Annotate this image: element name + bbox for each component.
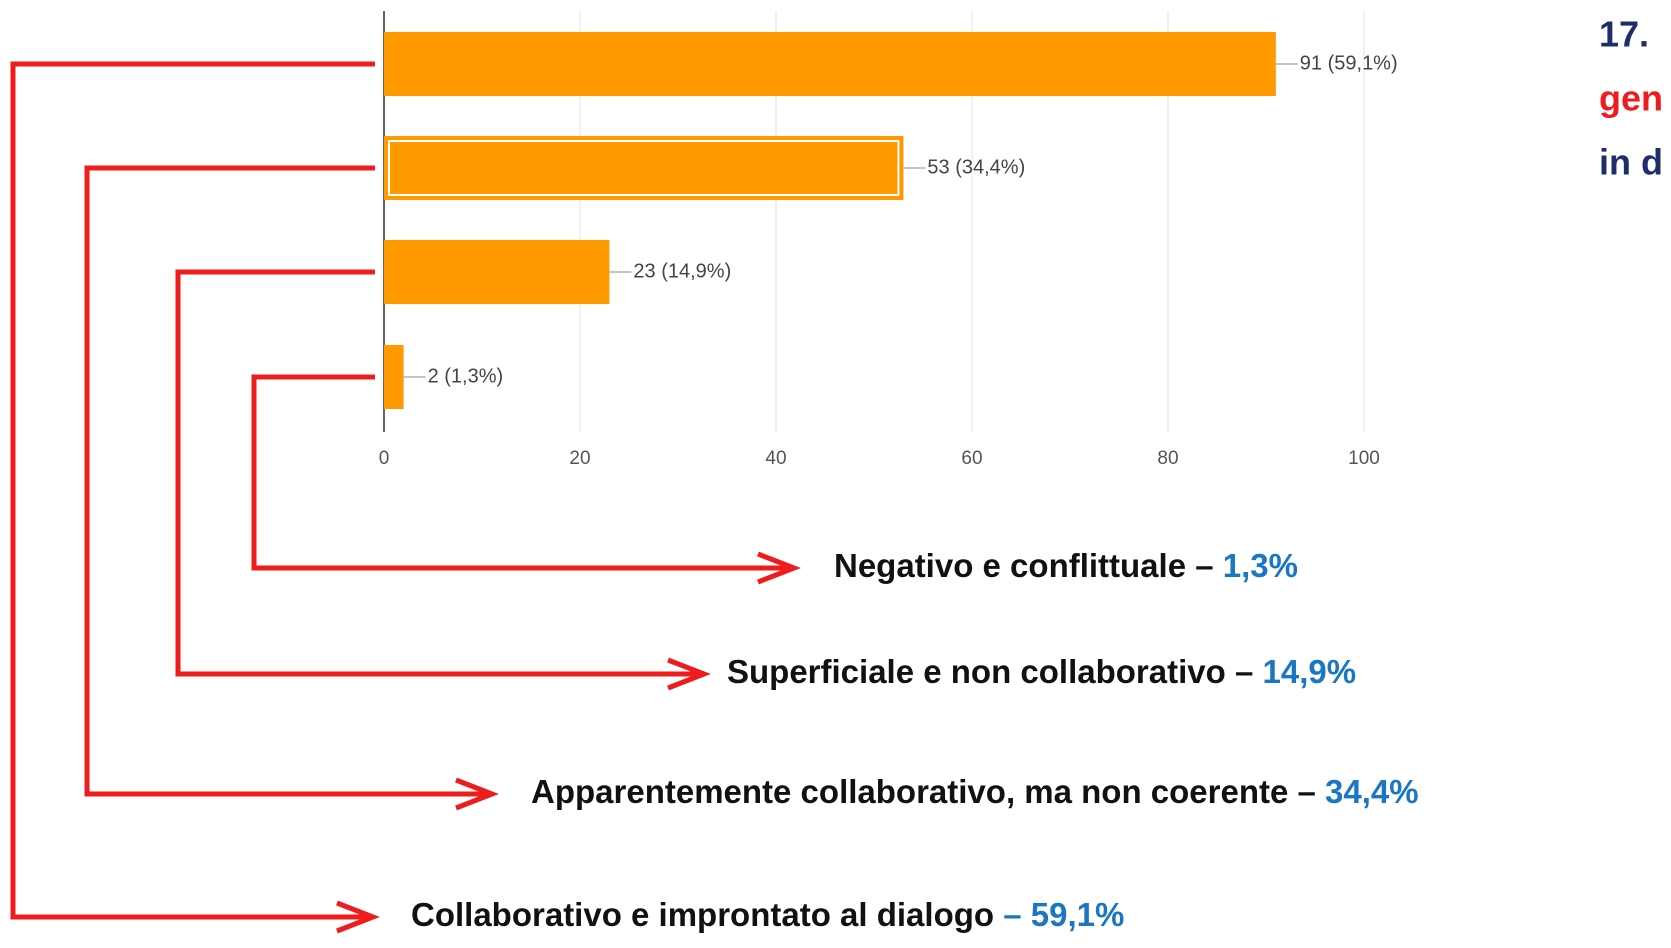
title-line: 17.: [1599, 14, 1649, 55]
x-tick-label: 0: [379, 448, 390, 469]
value-label: 91 (59,1%): [1300, 52, 1398, 74]
annotation: Apparentemente collaborativo, ma non coe…: [531, 773, 1419, 810]
x-tick-label: 60: [961, 448, 982, 469]
connector: [84, 165, 486, 797]
x-tick-label: 20: [569, 448, 590, 469]
annotation-text: Apparentemente collaborativo, ma non coe…: [531, 773, 1316, 810]
bar: [384, 240, 610, 304]
connector: [175, 269, 698, 677]
arrow-head: [757, 551, 801, 585]
value-label: 53 (34,4%): [927, 156, 1025, 178]
title-line: in d: [1599, 142, 1663, 183]
annotation-text: Superficiale e non collaborativo –: [727, 653, 1253, 690]
annotation-text: Collaborativo e improntato al dialogo: [411, 896, 994, 933]
annotation-percent: – 59,1%: [1003, 896, 1124, 933]
annotation-text: Negativo e conflittuale –: [834, 547, 1214, 584]
x-tick-label: 80: [1157, 448, 1178, 469]
annotation-percent: 1,3%: [1223, 547, 1298, 584]
bar: [384, 345, 404, 409]
bar: [384, 136, 904, 200]
connector: [10, 61, 375, 920]
annotation: Negativo e conflittuale – 1,3%: [834, 547, 1298, 584]
annotation-percent: 34,4%: [1325, 773, 1419, 810]
bar: [384, 32, 1276, 96]
annotation: Collaborativo e improntato al dialogo – …: [411, 896, 1124, 933]
value-label: 23 (14,9%): [633, 260, 731, 282]
arrow-head: [455, 777, 499, 811]
title-line: gen: [1599, 78, 1663, 119]
arrow-head: [336, 900, 380, 934]
annotation: Superficiale e non collaborativo – 14,9%: [727, 653, 1356, 690]
x-tick-label: 100: [1348, 448, 1380, 469]
bar-highlight: [388, 140, 900, 196]
connector: [251, 374, 788, 571]
value-label: 2 (1,3%): [428, 365, 504, 387]
annotation-percent: 14,9%: [1262, 653, 1356, 690]
x-tick-label: 40: [765, 448, 786, 469]
arrow-head: [667, 657, 711, 691]
